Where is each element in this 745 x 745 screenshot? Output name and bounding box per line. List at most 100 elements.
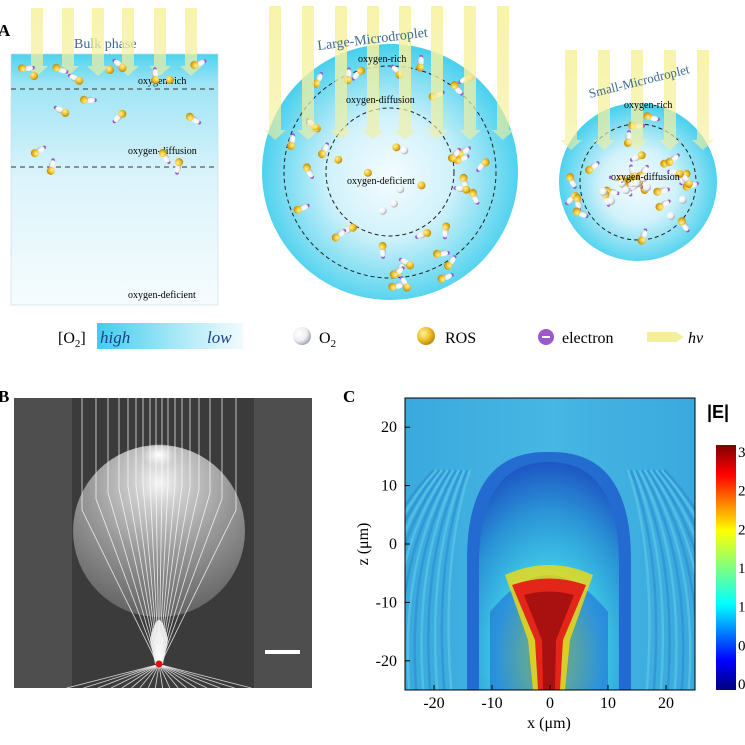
fringe-line (626, 469, 651, 690)
y-tick-label: -10 (376, 594, 397, 611)
light-ray (107, 398, 221, 688)
o2-molecule (678, 195, 687, 204)
x-tick-label: -20 (423, 695, 444, 712)
x-tick-label: -10 (481, 695, 502, 712)
ros-molecule (443, 261, 452, 270)
ros-molecule (462, 185, 471, 194)
ros-o2-pair (455, 146, 472, 158)
light-ray (110, 398, 200, 688)
ros-molecule (573, 193, 582, 202)
bulk-water-block (10, 53, 219, 306)
fringe-line (427, 469, 463, 690)
fringe-line (643, 469, 692, 690)
ros-o2-pair (112, 58, 127, 73)
fringe-line (663, 469, 695, 512)
ros-o2-pair (677, 217, 690, 233)
light-beam (492, 6, 514, 140)
legend-low-label: low (207, 328, 232, 347)
ros-o2-pair (643, 112, 660, 122)
colorbar-title: |E| (707, 402, 729, 422)
ros-o2-pair (80, 95, 97, 104)
panel-b-left-band (14, 398, 72, 688)
colorbar-tick-label: 2 (738, 522, 745, 538)
ros-icon (417, 327, 435, 345)
ros-molecule (392, 143, 401, 152)
light-beam (394, 6, 416, 140)
ros-o2-pair (573, 193, 582, 211)
light-beam (659, 50, 681, 150)
large-boundary-inner (325, 107, 455, 237)
fringe-line (405, 469, 441, 525)
ros-molecule (185, 112, 194, 121)
o2-molecule-icon (293, 327, 311, 345)
light-beam (297, 6, 319, 140)
fringe-line (405, 469, 443, 535)
fringe-line (657, 469, 695, 529)
light-beam (560, 50, 582, 150)
ros-o2-pair (442, 222, 451, 240)
large-microdroplet-diagram: Large-Microdroplet oxygen-rich oxygen-di… (262, 6, 518, 300)
ros-o2-pair (453, 185, 471, 194)
ros-o2-pair (450, 81, 464, 96)
ros-molecule (450, 81, 459, 90)
ros-molecule (572, 207, 581, 216)
large-zone-oxygen-rich: oxygen-rich (358, 54, 406, 65)
o2-molecule (632, 179, 641, 188)
fringe-line (640, 469, 685, 690)
light-beam (426, 6, 448, 140)
fringe-line (440, 469, 469, 690)
ros-molecule (190, 61, 199, 70)
light-beam (330, 6, 352, 140)
x-tick-label: 20 (658, 695, 674, 712)
ros-o2-pair (293, 203, 310, 214)
ros-molecule (151, 75, 160, 84)
fringe-line (629, 469, 658, 690)
ros-molecule (416, 63, 425, 72)
light-beam (87, 8, 109, 76)
ros-o2-pair (53, 105, 70, 117)
ros-o2-pair (667, 169, 684, 179)
legend-hv-label: hv (688, 330, 704, 347)
colorbar-tick-label: 1 (738, 600, 745, 616)
legend-electron-label: electron (562, 330, 614, 347)
ros-o2-pair (653, 187, 670, 196)
ros-o2-pair (629, 151, 646, 162)
ros-o2-pair (566, 173, 577, 189)
ros-molecule (389, 270, 398, 279)
ros-o2-pair (331, 228, 347, 242)
colorbar-tick-label: 1 (738, 561, 745, 577)
ros-molecule (287, 141, 296, 150)
small-boundary (579, 123, 697, 241)
legend-high-label: high (100, 328, 130, 347)
colorbar-ticks: 3 2 2 1 1 0 0 (738, 445, 745, 693)
legend: [O2] high low O2 ROS electron hv (58, 323, 704, 350)
o2-molecule (606, 197, 615, 206)
ros-molecule (637, 236, 646, 245)
light-beam (692, 50, 714, 150)
scale-bar (265, 650, 300, 654)
electron-minus-sign (542, 336, 550, 338)
ros-molecule (417, 181, 426, 190)
ros-molecule (459, 173, 468, 182)
ros-molecule (312, 79, 321, 88)
light-beam (149, 8, 171, 76)
light-beam (626, 50, 648, 150)
ros-o2-pair (655, 199, 671, 211)
ros-o2-pair (476, 158, 490, 172)
ros-molecule (677, 217, 686, 226)
ros-o2-pair (341, 223, 357, 235)
light-ray (139, 398, 176, 688)
light-ray (155, 398, 164, 688)
ros-molecule (334, 155, 343, 164)
ros-molecule (653, 187, 662, 196)
ros-o2-pair (158, 148, 171, 164)
ros-molecule (106, 66, 114, 74)
focus-core (524, 591, 574, 690)
colorbar-tick-label: 2 (738, 484, 745, 500)
light-beam (459, 6, 481, 140)
ros-molecule (18, 64, 27, 73)
o2-molecule (400, 146, 409, 155)
large-zone-oxygen-deficient: oxygen-deficient (347, 176, 415, 187)
fringe-line (433, 469, 466, 690)
ros-o2-pair (629, 164, 639, 181)
